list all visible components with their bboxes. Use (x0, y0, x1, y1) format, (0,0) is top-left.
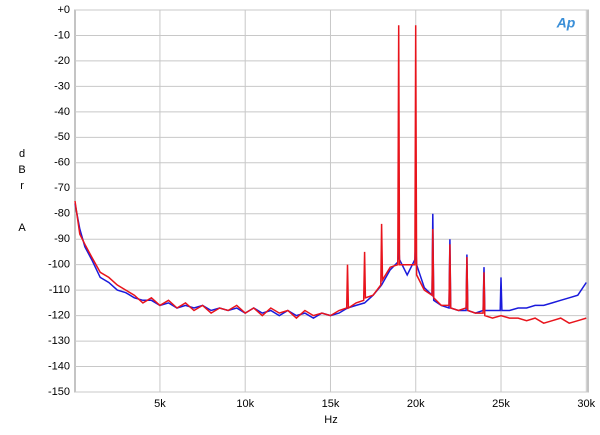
y-tick-label: -150 (48, 386, 70, 398)
x-tick-label: 5k (154, 398, 166, 410)
x-tick-label: 15k (322, 398, 340, 410)
x-tick-label: 25k (492, 398, 510, 410)
x-tick-label: 20k (407, 398, 425, 410)
y-tick-label: -70 (54, 182, 70, 194)
y-tick-label: -120 (48, 310, 70, 322)
y-tick-label: -110 (49, 284, 70, 296)
lines (74, 25, 587, 325)
plot-frame (74, 9, 589, 393)
y-tick-label: +0 (57, 4, 70, 16)
y-tick-label: -140 (48, 360, 70, 372)
y-tick-label: -130 (48, 335, 70, 347)
y-tick-label: -60 (54, 157, 70, 169)
y-tick-label: -20 (54, 55, 70, 67)
series-line (74, 203, 587, 319)
y-tick-label: -40 (54, 106, 70, 118)
y-tick-label: -50 (54, 131, 70, 143)
series-line (74, 25, 587, 325)
y-axis-label: dBr (16, 148, 28, 196)
y-tick-label: -30 (54, 80, 70, 92)
labels: +0 -10 -20 -30 -40 -50 -60 -70 -80 -90 -100 -110 -12… (48, 4, 596, 410)
logo: Ap (556, 15, 576, 31)
y-tick-label: -80 (54, 208, 70, 220)
y-tick-label: -90 (54, 233, 70, 245)
y-tick-label: -10 (54, 29, 70, 41)
x-tick-label: 30k (577, 398, 595, 410)
x-axis-label: Hz (324, 414, 337, 426)
y-axis-label-weighting: A (18, 222, 26, 234)
x-tick-label: 10k (236, 398, 254, 410)
y-tick-label: -100 (48, 259, 70, 271)
